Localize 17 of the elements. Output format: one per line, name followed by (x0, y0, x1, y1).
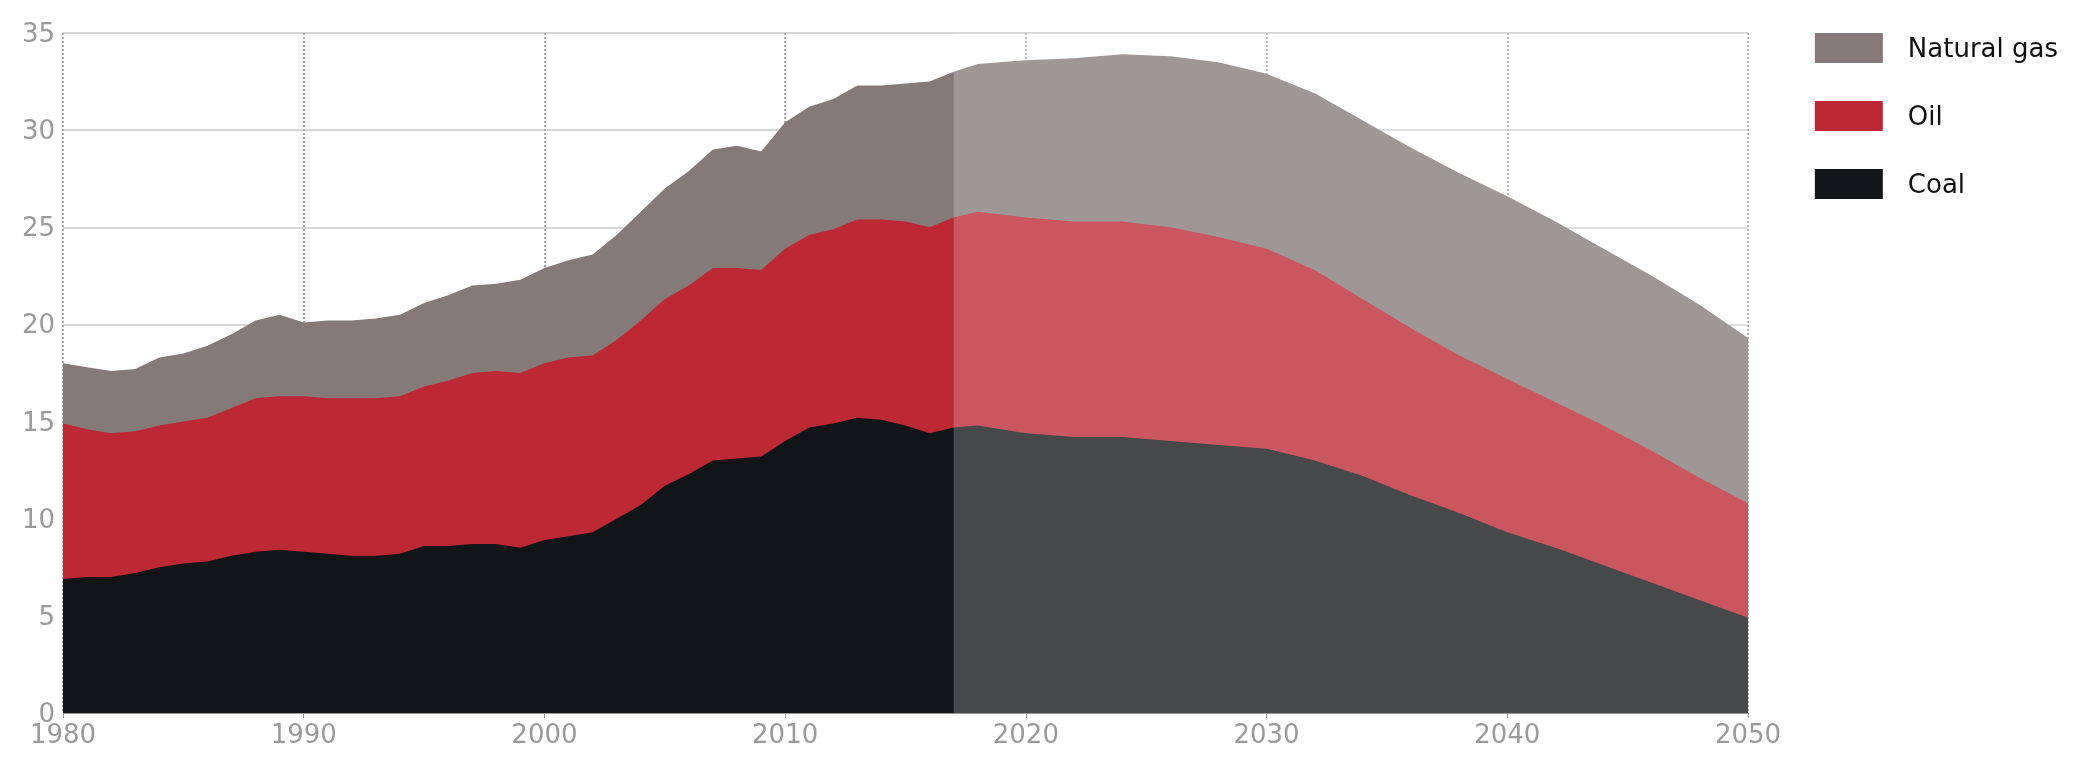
x-tick-label: 2030 (1233, 719, 1300, 749)
x-tick-label: 2000 (511, 719, 578, 749)
y-tick-label: 30 (21, 115, 55, 146)
y-tick-label: 35 (21, 18, 55, 48)
y-tick-label: 25 (21, 212, 55, 243)
x-tick-label: 2020 (992, 719, 1059, 749)
x-tick-label: 2010 (752, 719, 819, 749)
y-tick-label: 15 (21, 406, 55, 437)
legend-label: Coal (1907, 169, 1966, 199)
x-tick-label: 2040 (1474, 719, 1541, 749)
legend-label: Oil (1907, 101, 1943, 131)
y-tick-label: 5 (38, 600, 55, 631)
x-tick-label: 1990 (270, 719, 337, 749)
legend-label: Natural gas (1907, 33, 2059, 63)
y-tick-label: 20 (21, 309, 55, 340)
y-tick-label: 10 (21, 503, 55, 534)
x-tick-label: 2050 (1714, 719, 1782, 749)
